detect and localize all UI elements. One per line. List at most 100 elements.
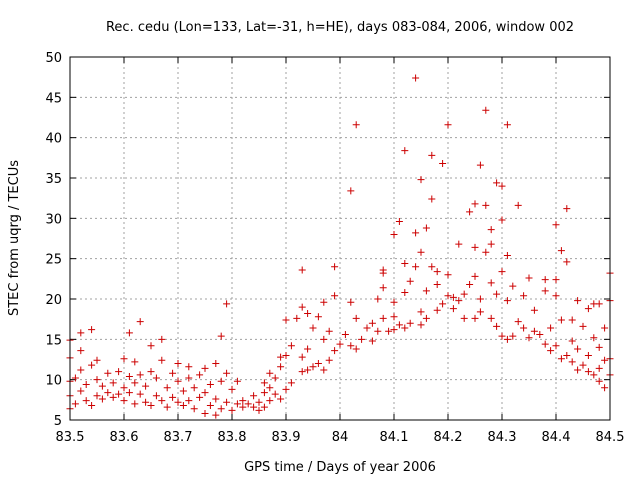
data-point <box>422 224 430 232</box>
data-point <box>125 389 133 397</box>
data-point <box>71 374 79 382</box>
data-point <box>287 342 295 350</box>
data-point <box>433 268 441 276</box>
x-tick-label: 84.2 <box>434 430 463 445</box>
data-point <box>433 280 441 288</box>
data-point <box>277 353 285 361</box>
data-point <box>552 276 560 284</box>
y-tick-label: 30 <box>45 212 62 227</box>
data-point <box>422 314 430 322</box>
data-point <box>563 258 571 266</box>
data-point <box>547 324 555 332</box>
x-tick-label: 83.5 <box>56 430 85 445</box>
data-point <box>563 351 571 359</box>
data-point <box>401 147 409 155</box>
data-point <box>352 121 360 129</box>
data-point <box>471 314 479 322</box>
data-point <box>93 376 101 384</box>
y-axis-label: STEC from uqrg / TECUs <box>7 160 22 316</box>
data-point <box>595 300 603 308</box>
data-point <box>293 314 301 322</box>
y-tick-label: 45 <box>45 91 62 106</box>
data-point <box>503 251 511 259</box>
data-point <box>547 347 555 355</box>
data-point <box>223 369 231 377</box>
data-point <box>255 406 263 414</box>
data-point <box>395 218 403 226</box>
data-point <box>179 387 187 395</box>
data-point <box>520 324 528 332</box>
data-point <box>341 330 349 338</box>
data-point <box>271 390 279 398</box>
data-point <box>233 377 241 385</box>
data-point <box>147 368 155 376</box>
data-point <box>503 297 511 305</box>
data-point <box>185 363 193 371</box>
data-point <box>88 401 96 409</box>
data-point <box>223 300 231 308</box>
data-point <box>212 411 220 419</box>
data-point <box>266 369 274 377</box>
data-point <box>320 366 328 374</box>
y-tick-label: 20 <box>45 293 62 308</box>
data-point <box>563 205 571 213</box>
data-point <box>277 395 285 403</box>
data-point <box>460 314 468 322</box>
data-point <box>552 221 560 229</box>
data-point <box>196 393 204 401</box>
data-point <box>244 400 252 408</box>
data-point <box>541 276 549 284</box>
data-point <box>347 187 355 195</box>
data-point <box>417 176 425 184</box>
data-point <box>282 351 290 359</box>
data-point <box>498 216 506 224</box>
x-tick-label: 83.7 <box>164 430 193 445</box>
data-point <box>439 159 447 167</box>
data-point <box>88 326 96 334</box>
data-point <box>584 351 592 359</box>
data-point <box>487 279 495 287</box>
data-points <box>66 74 614 419</box>
data-point <box>498 332 506 340</box>
data-point <box>530 327 538 335</box>
data-point <box>574 366 582 374</box>
chart-title: Rec. cedu (Lon=133, Lat=-31, h=HE), days… <box>106 20 574 35</box>
data-point <box>466 208 474 216</box>
data-point <box>320 335 328 343</box>
data-point <box>314 313 322 321</box>
data-point <box>228 385 236 393</box>
data-point <box>352 345 360 353</box>
data-point <box>552 342 560 350</box>
data-point <box>277 363 285 371</box>
data-point <box>152 374 160 382</box>
data-point <box>557 316 565 324</box>
data-point <box>250 392 258 400</box>
data-point <box>509 282 517 290</box>
data-point <box>298 353 306 361</box>
data-point <box>223 398 231 406</box>
data-point <box>412 229 420 237</box>
data-point <box>471 200 479 208</box>
y-tick-label: 5 <box>54 414 62 429</box>
y-tick-label: 35 <box>45 172 62 187</box>
data-point <box>487 240 495 248</box>
data-point <box>379 266 387 274</box>
data-point <box>509 332 517 340</box>
data-point <box>493 322 501 330</box>
data-point <box>336 340 344 348</box>
data-point <box>77 329 85 337</box>
data-point <box>298 368 306 376</box>
data-point <box>482 248 490 256</box>
data-point <box>169 369 177 377</box>
data-point <box>120 355 128 363</box>
data-point <box>493 179 501 187</box>
data-point <box>536 330 544 338</box>
data-point <box>476 161 484 169</box>
data-point <box>271 374 279 382</box>
data-point <box>368 337 376 345</box>
data-point <box>444 292 452 300</box>
data-point <box>104 369 112 377</box>
data-point <box>163 403 171 411</box>
data-point <box>433 306 441 314</box>
data-point <box>476 308 484 316</box>
